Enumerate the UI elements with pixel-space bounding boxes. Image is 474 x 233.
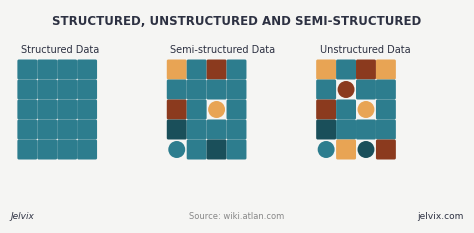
FancyBboxPatch shape xyxy=(57,59,77,79)
Circle shape xyxy=(357,141,374,158)
FancyBboxPatch shape xyxy=(77,120,97,140)
FancyBboxPatch shape xyxy=(18,99,37,120)
Text: Jelvix: Jelvix xyxy=(11,212,35,221)
FancyBboxPatch shape xyxy=(376,59,396,79)
FancyBboxPatch shape xyxy=(336,59,356,79)
FancyBboxPatch shape xyxy=(356,79,376,99)
FancyBboxPatch shape xyxy=(207,59,227,79)
FancyBboxPatch shape xyxy=(77,59,97,79)
FancyBboxPatch shape xyxy=(376,79,396,99)
Circle shape xyxy=(318,141,335,158)
FancyBboxPatch shape xyxy=(316,120,336,140)
FancyBboxPatch shape xyxy=(77,79,97,99)
FancyBboxPatch shape xyxy=(227,140,246,160)
FancyBboxPatch shape xyxy=(18,59,37,79)
FancyBboxPatch shape xyxy=(37,99,57,120)
FancyBboxPatch shape xyxy=(57,99,77,120)
FancyBboxPatch shape xyxy=(18,79,37,99)
FancyBboxPatch shape xyxy=(207,140,227,160)
Text: Unstructured Data: Unstructured Data xyxy=(319,45,410,55)
FancyBboxPatch shape xyxy=(336,140,356,160)
FancyBboxPatch shape xyxy=(227,59,246,79)
FancyBboxPatch shape xyxy=(37,79,57,99)
FancyBboxPatch shape xyxy=(167,99,187,120)
Circle shape xyxy=(208,101,225,118)
FancyBboxPatch shape xyxy=(336,99,356,120)
Text: STRUCTURED, UNSTRUCTURED AND SEMI-STRUCTURED: STRUCTURED, UNSTRUCTURED AND SEMI-STRUCT… xyxy=(52,15,422,28)
Text: Source: wiki.atlan.com: Source: wiki.atlan.com xyxy=(190,212,284,221)
FancyBboxPatch shape xyxy=(37,59,57,79)
FancyBboxPatch shape xyxy=(356,120,376,140)
FancyBboxPatch shape xyxy=(57,79,77,99)
FancyBboxPatch shape xyxy=(187,99,207,120)
Text: Structured Data: Structured Data xyxy=(21,45,99,55)
FancyBboxPatch shape xyxy=(207,120,227,140)
FancyBboxPatch shape xyxy=(37,120,57,140)
FancyBboxPatch shape xyxy=(336,120,356,140)
FancyBboxPatch shape xyxy=(77,140,97,160)
Circle shape xyxy=(337,81,355,98)
FancyBboxPatch shape xyxy=(187,140,207,160)
FancyBboxPatch shape xyxy=(376,120,396,140)
Text: jelvix.com: jelvix.com xyxy=(417,212,463,221)
FancyBboxPatch shape xyxy=(227,79,246,99)
FancyBboxPatch shape xyxy=(167,59,187,79)
FancyBboxPatch shape xyxy=(18,140,37,160)
FancyBboxPatch shape xyxy=(77,99,97,120)
FancyBboxPatch shape xyxy=(316,79,336,99)
FancyBboxPatch shape xyxy=(187,79,207,99)
FancyBboxPatch shape xyxy=(227,120,246,140)
Circle shape xyxy=(357,101,374,118)
FancyBboxPatch shape xyxy=(227,99,246,120)
FancyBboxPatch shape xyxy=(18,120,37,140)
FancyBboxPatch shape xyxy=(57,140,77,160)
FancyBboxPatch shape xyxy=(207,79,227,99)
FancyBboxPatch shape xyxy=(37,140,57,160)
FancyBboxPatch shape xyxy=(187,59,207,79)
FancyBboxPatch shape xyxy=(167,120,187,140)
FancyBboxPatch shape xyxy=(316,59,336,79)
Text: Semi-structured Data: Semi-structured Data xyxy=(170,45,275,55)
FancyBboxPatch shape xyxy=(316,99,336,120)
FancyBboxPatch shape xyxy=(376,99,396,120)
Circle shape xyxy=(168,141,185,158)
FancyBboxPatch shape xyxy=(167,79,187,99)
FancyBboxPatch shape xyxy=(187,120,207,140)
FancyBboxPatch shape xyxy=(376,140,396,160)
FancyBboxPatch shape xyxy=(57,120,77,140)
FancyBboxPatch shape xyxy=(356,59,376,79)
